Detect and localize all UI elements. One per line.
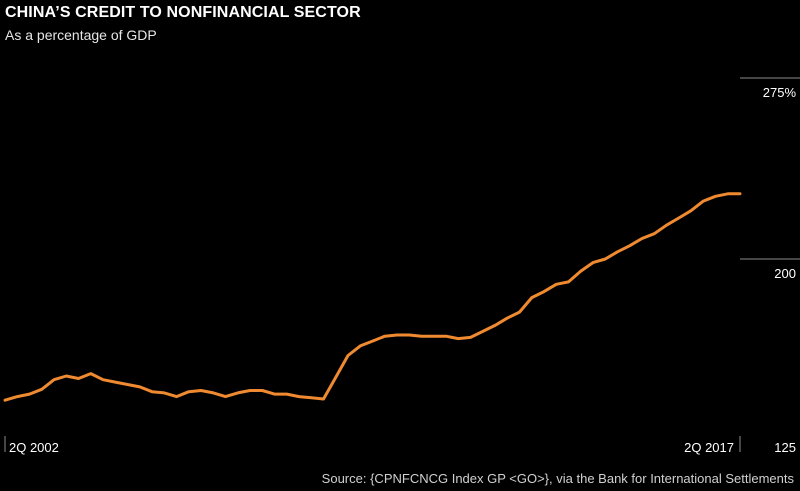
chart-subtitle: As a percentage of GDP	[5, 27, 157, 43]
source-note: Source: {CPNFCNCG Index GP <GO>}, via th…	[321, 471, 794, 486]
x-tick-label-start: 2Q 2002	[9, 440, 59, 455]
y-tick-label-mid: 200	[774, 266, 796, 281]
x-tick-label-end: 2Q 2017	[684, 440, 734, 455]
y-tick-label-bottom: 125	[774, 440, 796, 455]
chart-title: CHINA’S CREDIT TO NONFINANCIAL SECTOR	[5, 4, 361, 21]
series-line	[3, 192, 742, 402]
y-tick-label-top: 275%	[763, 85, 797, 100]
